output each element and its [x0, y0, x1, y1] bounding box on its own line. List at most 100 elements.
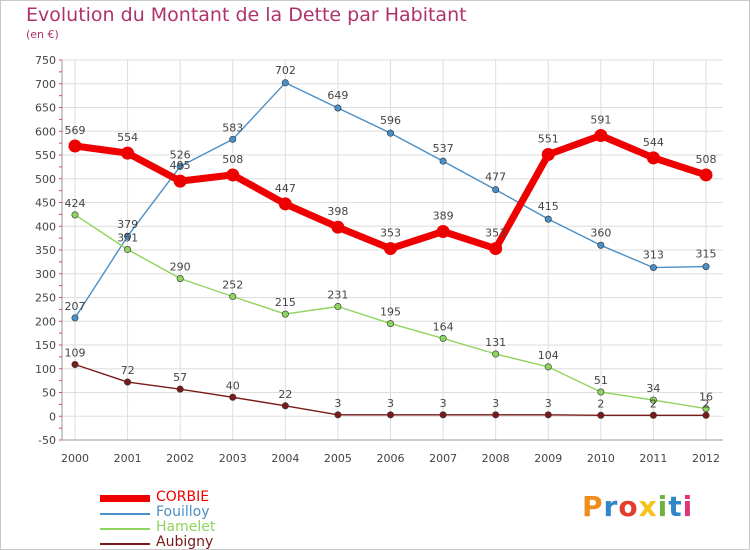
- y-tick-label: 650: [35, 102, 56, 115]
- data-label: 379: [117, 218, 138, 231]
- data-label: 591: [590, 114, 611, 127]
- data-point: [594, 129, 608, 143]
- data-label: 57: [173, 371, 187, 384]
- y-tick-label: 250: [35, 292, 56, 305]
- x-tick-label: 2008: [482, 452, 510, 465]
- data-label: 415: [538, 200, 559, 213]
- data-label: 398: [327, 205, 348, 218]
- y-tick-label: 550: [35, 149, 56, 162]
- data-point: [173, 174, 187, 188]
- data-point: [68, 139, 82, 153]
- data-label: 477: [485, 171, 506, 184]
- legend-label: Aubigny: [156, 534, 214, 550]
- data-label: 583: [222, 121, 243, 134]
- y-tick-label: 600: [35, 125, 56, 138]
- x-tick-label: 2011: [639, 452, 667, 465]
- legend-swatch: [100, 495, 150, 502]
- data-point: [597, 388, 605, 396]
- data-label: 22: [278, 388, 292, 401]
- x-tick-label: 2004: [271, 452, 299, 465]
- y-tick-label: 700: [35, 78, 56, 91]
- data-point: [386, 411, 394, 419]
- data-label: 389: [433, 209, 454, 222]
- data-label: 447: [275, 182, 296, 195]
- data-label: 2: [650, 397, 657, 410]
- data-point: [544, 215, 552, 223]
- data-point: [176, 162, 184, 170]
- data-label: 353: [380, 227, 401, 240]
- data-label: 109: [65, 346, 86, 359]
- data-point: [649, 411, 657, 419]
- data-point: [702, 411, 710, 419]
- data-point: [124, 232, 132, 240]
- data-point: [334, 303, 342, 311]
- data-label: 2: [703, 397, 710, 410]
- data-point: [649, 396, 657, 404]
- data-point: [124, 378, 132, 386]
- data-label: 207: [65, 300, 86, 313]
- data-label: 72: [121, 364, 135, 377]
- y-tick-label: 400: [35, 220, 56, 233]
- data-label: 424: [65, 197, 86, 210]
- x-tick-label: 2000: [61, 452, 89, 465]
- data-point: [278, 197, 292, 211]
- data-point: [124, 246, 132, 254]
- data-label: 544: [643, 136, 664, 149]
- data-label: 508: [696, 153, 717, 166]
- data-point: [699, 168, 713, 182]
- x-tick-label: 2007: [429, 452, 457, 465]
- legend-swatch: [100, 513, 150, 515]
- data-point: [439, 334, 447, 342]
- legend-swatch: [100, 543, 150, 545]
- data-label: 3: [492, 397, 499, 410]
- y-tick-label: 0: [49, 410, 56, 423]
- data-point: [597, 411, 605, 419]
- data-point: [71, 211, 79, 219]
- data-point: [489, 242, 503, 256]
- data-point: [229, 135, 237, 143]
- data-label: 508: [222, 153, 243, 166]
- data-label: 3: [440, 397, 447, 410]
- data-point: [71, 314, 79, 322]
- data-point: [281, 79, 289, 87]
- data-label: 537: [433, 142, 454, 155]
- data-label: 3: [334, 397, 341, 410]
- chart-unit: (en €): [26, 28, 59, 41]
- data-label: 315: [696, 248, 717, 261]
- y-tick-label: -50: [38, 434, 56, 447]
- data-label: 360: [590, 226, 611, 239]
- data-label: 596: [380, 114, 401, 127]
- x-tick-label: 2003: [219, 452, 247, 465]
- data-point: [281, 402, 289, 410]
- data-point: [492, 350, 500, 358]
- data-label: 34: [646, 382, 660, 395]
- legend-label: Fouilloy: [156, 504, 210, 520]
- y-tick-label: 50: [42, 387, 56, 400]
- data-point: [121, 146, 135, 160]
- data-point: [646, 151, 660, 165]
- data-label: 252: [222, 279, 243, 292]
- data-point: [439, 157, 447, 165]
- data-point: [331, 220, 345, 234]
- data-point: [649, 264, 657, 272]
- y-tick-label: 200: [35, 315, 56, 328]
- y-tick-label: 150: [35, 339, 56, 352]
- data-point: [544, 363, 552, 371]
- x-tick-label: 2006: [377, 452, 405, 465]
- x-tick-label: 2012: [692, 452, 720, 465]
- data-point: [386, 320, 394, 328]
- chart-title: Evolution du Montant de la Dette par Hab…: [26, 4, 467, 26]
- data-point: [229, 293, 237, 301]
- data-point: [176, 385, 184, 393]
- data-label: 51: [594, 374, 608, 387]
- proxiti-logo: Proxiti: [582, 490, 694, 523]
- data-label: 551: [538, 133, 559, 146]
- x-tick-label: 2010: [587, 452, 615, 465]
- data-label: 3: [387, 397, 394, 410]
- y-tick-label: 750: [35, 54, 56, 67]
- data-label: 569: [65, 124, 86, 137]
- data-label: 231: [327, 289, 348, 302]
- data-point: [384, 242, 397, 256]
- data-point: [439, 411, 447, 419]
